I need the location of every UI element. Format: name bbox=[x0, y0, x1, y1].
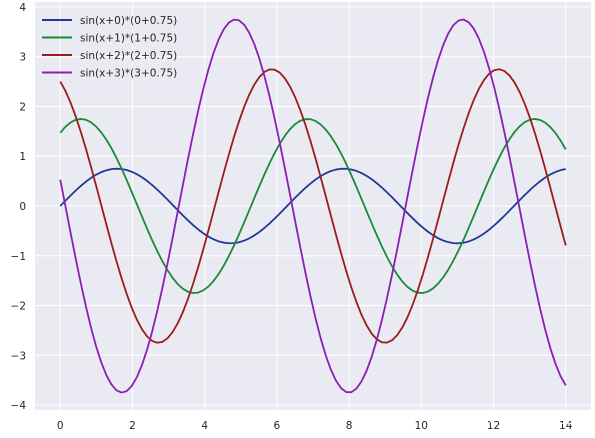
legend-label: sin(x+1)*(1+0.75) bbox=[80, 33, 177, 45]
x-tick-label: 8 bbox=[346, 420, 353, 432]
y-tick-label: 4 bbox=[19, 2, 26, 14]
x-axis-ticks: 0 2 4 6 8 10 12 14 bbox=[57, 420, 573, 432]
y-tick-label: −1 bbox=[11, 251, 26, 263]
legend-label: sin(x+3)*(3+0.75) bbox=[80, 68, 177, 80]
x-tick-label: 14 bbox=[559, 420, 573, 432]
x-tick-label: 6 bbox=[274, 420, 281, 432]
series-line-2 bbox=[59, 68, 567, 344]
legend-label: sin(x+2)*(2+0.75) bbox=[80, 50, 177, 62]
x-tick-label: 12 bbox=[487, 420, 500, 432]
y-tick-label: 3 bbox=[19, 52, 26, 64]
y-tick-label: 1 bbox=[19, 151, 26, 163]
x-tick-label: 4 bbox=[201, 420, 208, 432]
series-lines bbox=[59, 18, 567, 394]
x-tick-label: 10 bbox=[415, 420, 428, 432]
series-line-1 bbox=[59, 118, 567, 294]
y-tick-label: 2 bbox=[19, 101, 26, 113]
series-line-3 bbox=[59, 18, 567, 394]
y-axis-ticks: −4 −3 −2 −1 0 1 2 3 4 bbox=[11, 2, 27, 412]
legend-label: sin(x+0)*(0+0.75) bbox=[80, 15, 177, 27]
y-tick-label: −4 bbox=[11, 400, 27, 412]
series-line-0 bbox=[59, 167, 566, 245]
watermark-text: CSDN @斯山myeon bbox=[457, 413, 582, 428]
x-tick-label: 2 bbox=[129, 420, 136, 432]
legend: sin(x+0)*(0+0.75) sin(x+1)*(1+0.75) sin(x+… bbox=[42, 15, 177, 80]
x-tick-label: 0 bbox=[57, 420, 64, 432]
y-tick-label: 0 bbox=[19, 201, 26, 213]
y-tick-label: −3 bbox=[11, 350, 26, 362]
y-tick-label: −2 bbox=[11, 301, 26, 313]
